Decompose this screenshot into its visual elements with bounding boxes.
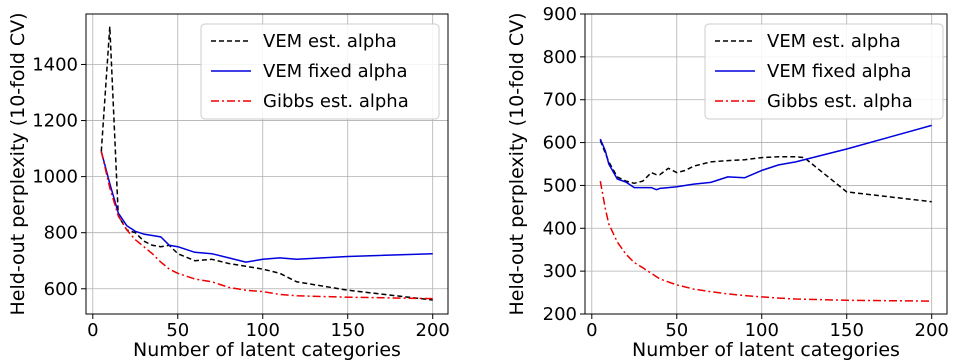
x-tick-label: 100 xyxy=(246,320,280,341)
y-tick-label: 1400 xyxy=(32,54,78,75)
y-tick-label: 1000 xyxy=(32,167,78,188)
legend-label: Gibbs est. alpha xyxy=(263,91,409,112)
y-tick-label: 600 xyxy=(44,279,78,300)
x-tick-label: 0 xyxy=(87,320,98,341)
legend-label: VEM fixed alpha xyxy=(263,61,408,82)
x-tick-label: 50 xyxy=(166,320,189,341)
x-axis-label: Number of latent categories xyxy=(632,339,900,361)
y-tick-label: 800 xyxy=(44,223,78,244)
legend-label: Gibbs est. alpha xyxy=(767,91,913,112)
series-line-3 xyxy=(100,151,433,300)
legend-label: VEM est. alpha xyxy=(263,31,397,52)
series-line-2 xyxy=(100,151,433,263)
y-tick-label: 200 xyxy=(543,304,577,325)
x-tick-label: 150 xyxy=(830,320,864,341)
y-tick-label: 500 xyxy=(543,175,577,196)
legend-box xyxy=(704,23,944,120)
plot-frame xyxy=(85,13,449,315)
series-line-2 xyxy=(599,124,932,191)
chart-panel-2: 0 50 100 150 200 200 300 400 500 600 700 800 900 Numb… xyxy=(506,4,949,361)
y-axis-label: Held-out perplexity (10-fold CV) xyxy=(7,12,29,315)
x-tick-label: 200 xyxy=(416,320,450,341)
x-axis-label: Number of latent categories xyxy=(133,339,401,361)
y-tick-label: 800 xyxy=(543,47,577,68)
x-tick-label: 200 xyxy=(915,320,949,341)
y-tick-label: 700 xyxy=(543,90,577,111)
x-tick-label: 0 xyxy=(586,320,597,341)
y-tick-label: 400 xyxy=(543,218,577,239)
x-tick-label: 50 xyxy=(665,320,688,341)
legend-label: VEM fixed alpha xyxy=(767,61,912,82)
y-tick-label: 600 xyxy=(543,133,577,154)
series-line-1 xyxy=(599,140,932,203)
x-tick-label: 100 xyxy=(745,320,779,341)
y-tick-label: 1200 xyxy=(32,111,78,132)
legend-label: VEM est. alpha xyxy=(767,31,901,52)
chart-panel-1: 0 50 100 150 200 600 800 1000 1200 1400 Number of … xyxy=(7,12,450,361)
plot-frame xyxy=(584,13,948,315)
series-line-3 xyxy=(599,180,932,302)
x-tick-label: 150 xyxy=(331,320,365,341)
legend-box xyxy=(200,23,440,120)
y-axis-label: Held-out perplexity (10-fold CV) xyxy=(506,12,528,315)
y-tick-label: 300 xyxy=(543,261,577,282)
y-tick-label: 900 xyxy=(543,4,577,25)
